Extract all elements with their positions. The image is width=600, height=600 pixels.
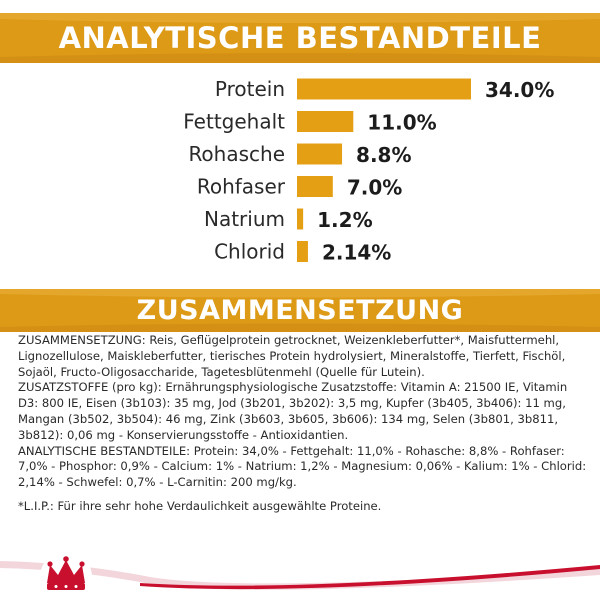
category-label: Fettgehalt [183,110,285,134]
bar [297,143,343,165]
banner-background [0,289,600,332]
category-label: Chlorid [214,240,285,264]
bar [297,176,333,197]
banner-background [0,13,600,63]
composition-title: ZUSAMMENSETZUNG [136,295,464,326]
category-label: Protein [215,77,285,101]
footer-swoosh-red [140,565,600,590]
value-label: 2.14% [322,241,391,265]
analysis-banner: ANALYTISCHE BESTANDTEILE [0,13,600,63]
lip-footnote: *L.I.P.: Für ihre sehr hohe Verdaulichke… [18,498,382,513]
chart-bars: Protein 34.0% Fettgehalt 11.0% Rohasche 8.8% R… [183,77,554,265]
additives-paragraph: ZUSATZSTOFFE (pro kg): Ernährungsphysiol… [18,380,568,442]
bar [297,208,304,230]
composition-banner: ZUSAMMENSETZUNG [0,289,600,332]
value-label: 34.0% [485,78,554,102]
category-label: Rohasche [188,142,285,166]
analysis-paragraph: ANALYTISCHE BESTANDTEILE: Protein: 34,0%… [18,443,587,490]
bar [297,241,308,262]
analysis-chart: Protein 34.0% Fettgehalt 11.0% Rohasche 8.8% R… [0,70,600,280]
category-label: Rohfaser [197,175,286,199]
footer-swoosh-pink [0,561,600,590]
composition-text: ZUSAMMENSETZUNG: Reis, Geflügelprotein g… [18,333,588,515]
value-label: 11.0% [367,111,436,135]
crown-icon [40,553,92,600]
bar [297,78,471,100]
analysis-title: ANALYTISCHE BESTANDTEILE [58,21,542,55]
ingredients-paragraph: ZUSAMMENSETZUNG: Reis, Geflügelprotein g… [18,333,566,379]
bar [297,111,354,132]
value-label: 1.2% [317,208,372,232]
value-label: 8.8% [356,143,411,167]
brand-footer [0,553,600,600]
value-label: 7.0% [347,176,402,200]
category-label: Natrium [204,207,285,231]
